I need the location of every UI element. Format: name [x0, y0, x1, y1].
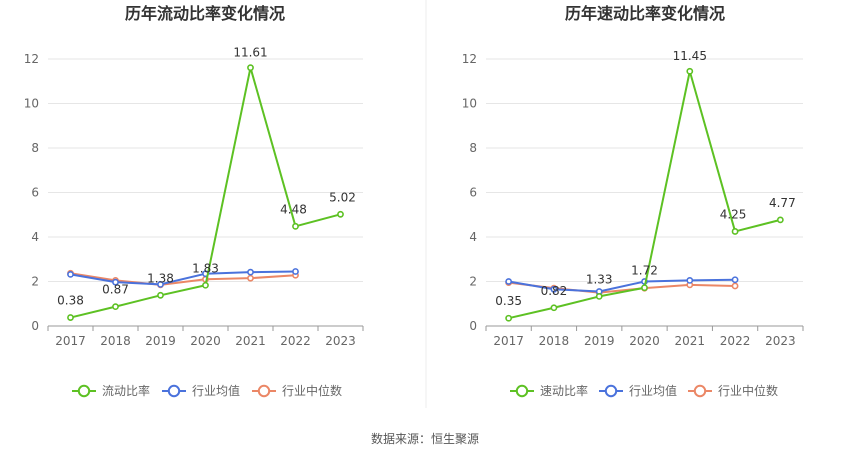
- data-label: 0.82: [541, 284, 568, 298]
- data-point: [776, 216, 784, 224]
- data-point: [202, 281, 209, 289]
- x-tick-label: 2020: [629, 334, 660, 348]
- data-label: 1.83: [192, 261, 219, 275]
- legend-label: 行业中位数: [718, 383, 778, 398]
- data-label: 0.38: [57, 294, 84, 308]
- y-tick-label: 2: [31, 275, 39, 289]
- x-tick-label: 2018: [539, 334, 570, 348]
- y-tick-label: 4: [31, 230, 39, 244]
- legend-item[interactable]: 行业中位数: [252, 383, 342, 398]
- legend-label: 行业中位数: [282, 383, 342, 398]
- legend-item[interactable]: 速动比率: [510, 383, 588, 398]
- legend-swatch-marker: [604, 384, 618, 398]
- y-tick-label: 0: [469, 319, 477, 333]
- y-tick-label: 10: [462, 97, 477, 111]
- data-label: 4.48: [280, 202, 307, 216]
- x-tick-label: 2019: [145, 334, 176, 348]
- y-tick-label: 6: [31, 186, 39, 200]
- quick-ratio-chart: 历年速动比率变化情况 0 2 4 6 8 10 12 2017 2018 2019 2020 2021…: [462, 4, 804, 398]
- data-point: [247, 64, 254, 72]
- y-tick-label: 8: [469, 141, 477, 155]
- legend-swatch-marker: [167, 384, 181, 398]
- data-label: 1.33: [586, 272, 613, 286]
- data-point: [505, 278, 513, 285]
- legend-label: 行业均值: [192, 383, 240, 398]
- chart-title: 历年流动比率变化情况: [125, 4, 285, 23]
- x-tick-label: 2023: [325, 334, 356, 348]
- legend-label: 行业均值: [629, 383, 677, 398]
- x-tick-label: 2018: [100, 334, 131, 348]
- data-label: 1.38: [147, 271, 174, 285]
- legend-swatch-marker: [515, 384, 529, 398]
- legend-swatch-marker: [77, 384, 91, 398]
- data-point: [67, 270, 74, 278]
- y-tick-label: 0: [31, 319, 39, 333]
- x-tick-label: 2017: [493, 334, 524, 348]
- y-tick-label: 4: [469, 230, 477, 244]
- data-source: 数据来源：恒生聚源: [371, 431, 479, 446]
- data-point: [157, 280, 164, 288]
- data-point: [550, 285, 558, 293]
- data-label: 4.25: [720, 207, 747, 221]
- data-label: 4.77: [769, 196, 796, 210]
- data-label: 11.45: [673, 49, 707, 63]
- y-tick-label: 10: [24, 97, 39, 111]
- data-point: [505, 314, 513, 322]
- legend-item[interactable]: 行业均值: [162, 383, 240, 398]
- y-tick-label: 12: [462, 52, 477, 66]
- data-label: 0.87: [102, 283, 129, 297]
- data-point: [112, 278, 119, 286]
- series-line: [70, 270, 296, 286]
- series-line: [508, 278, 736, 293]
- data-point: [731, 276, 739, 284]
- chart-title: 历年速动比率变化情况: [565, 4, 725, 23]
- data-point: [686, 276, 694, 284]
- data-label: 5.02: [329, 190, 356, 204]
- y-tick-label: 2: [469, 275, 477, 289]
- data-point: [247, 268, 254, 276]
- legend-item[interactable]: 流动比率: [72, 383, 150, 398]
- legend-label: 速动比率: [540, 383, 588, 398]
- y-tick-label: 8: [31, 141, 39, 155]
- legend-label: 流动比率: [102, 383, 150, 398]
- x-tick-label: 2020: [190, 334, 221, 348]
- current-ratio-chart: 历年流动比率变化情况 0 2 4 6 8 10 12 2017 2018 2019 2020 2021…: [24, 4, 364, 398]
- legend-item[interactable]: 行业均值: [599, 383, 677, 398]
- data-point: [731, 282, 739, 290]
- x-tick-label: 2022: [720, 334, 751, 348]
- data-label: 0.35: [495, 294, 522, 308]
- legend-swatch-marker: [257, 384, 271, 398]
- data-point: [686, 67, 694, 75]
- x-tick-label: 2017: [55, 334, 86, 348]
- y-tick-label: 6: [469, 186, 477, 200]
- x-tick-label: 2021: [235, 334, 266, 348]
- data-point: [67, 314, 74, 321]
- y-tick-label: 12: [24, 52, 39, 66]
- x-tick-label: 2021: [675, 334, 706, 348]
- data-point: [112, 303, 119, 311]
- legend-swatch-marker: [693, 384, 707, 398]
- data-point: [337, 210, 344, 218]
- data-point: [292, 222, 299, 230]
- data-label: 11.61: [233, 46, 267, 60]
- data-point: [731, 228, 739, 235]
- data-label: 1.72: [631, 264, 658, 278]
- data-point: [157, 291, 164, 299]
- series-line: [70, 272, 296, 286]
- legend-item[interactable]: 行业中位数: [688, 383, 778, 398]
- x-tick-label: 2022: [280, 334, 311, 348]
- x-tick-label: 2023: [765, 334, 796, 348]
- data-point: [247, 274, 254, 282]
- x-tick-label: 2019: [584, 334, 615, 348]
- data-point: [292, 268, 299, 275]
- data-point: [641, 284, 648, 292]
- data-point: [550, 304, 558, 312]
- data-point: [595, 293, 603, 300]
